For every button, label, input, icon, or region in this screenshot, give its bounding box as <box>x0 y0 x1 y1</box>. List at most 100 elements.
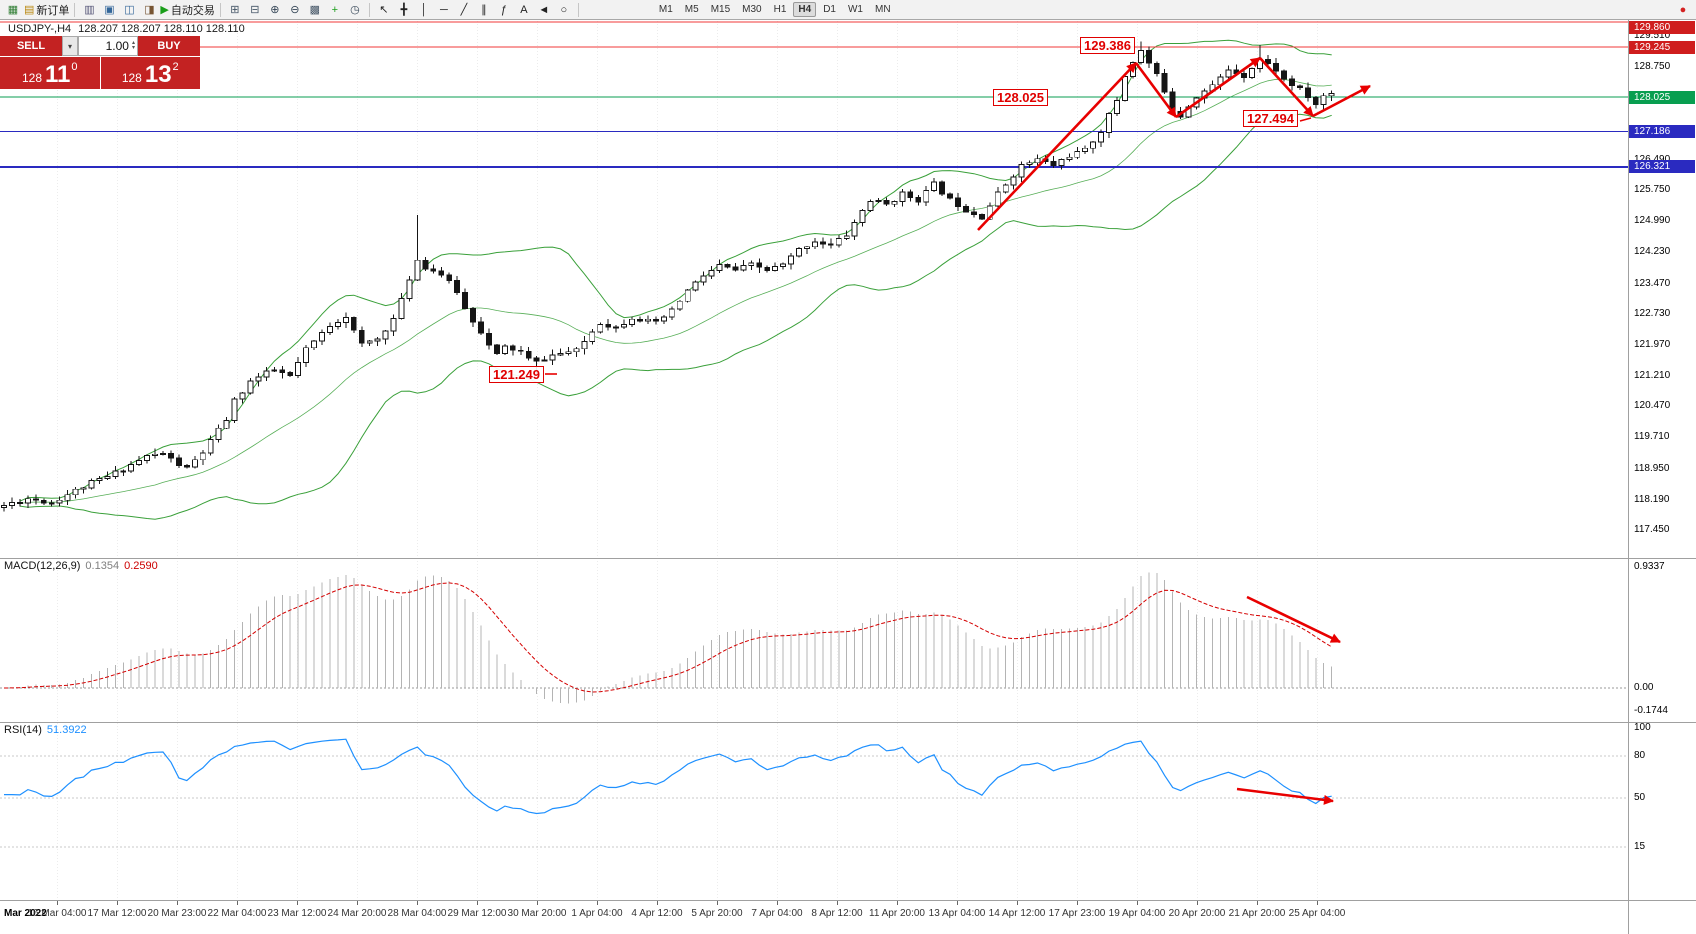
one-click-trading-panel: SELL ▾ 1.00 ▴ ▾ BUY 128 11 0 128 13 2 <box>0 36 200 89</box>
new-chart-icon[interactable]: ▦ <box>7 4 19 16</box>
grid-icon[interactable]: ▩ <box>309 4 321 16</box>
price-tick: 123.470 <box>1634 278 1671 289</box>
rsi-value: 51.3922 <box>46 724 87 736</box>
crosshair-icon[interactable]: ╋ <box>400 4 408 16</box>
macd-axis-value: 0.00 <box>1634 682 1654 693</box>
price-level-box: 127.186 <box>1629 125 1695 138</box>
trendline-icon[interactable]: ╱ <box>460 4 468 16</box>
vertical-line-icon[interactable]: │ <box>420 3 428 16</box>
time-label: 24 Mar 20:00 <box>327 908 387 919</box>
horizontal-lines[interactable] <box>0 21 1628 168</box>
price-tick: 126.490 <box>1634 154 1670 166</box>
rsi-levels <box>0 755 1628 848</box>
price-annotation[interactable]: 127.494 <box>1243 110 1298 127</box>
rsi-axis-value: 100 <box>1634 722 1651 733</box>
chart-header: USDJPY-,H4 128.207 128.207 128.110 128.11… <box>8 23 252 35</box>
bollinger-bands <box>19 39 1332 520</box>
gridlines <box>57 21 1318 900</box>
channel-icon[interactable]: ∥ <box>481 4 487 16</box>
time-label: 8 Apr 12:00 <box>811 908 863 919</box>
timeframe-w1[interactable]: W1 <box>847 4 863 15</box>
price-tick: 129.510 <box>1634 30 1671 41</box>
time-label: 20 Mar 23:00 <box>147 908 207 919</box>
time-label: 22 Mar 04:00 <box>207 908 267 919</box>
shapes-icon[interactable]: ○ <box>560 3 568 16</box>
tile-windows-icon[interactable]: ⊞ <box>230 4 240 16</box>
timeframe-m15[interactable]: M15 <box>710 4 731 15</box>
chart-symbol-period: USDJPY-,H4 <box>8 23 72 35</box>
sell-price-prefix: 128 <box>21 71 43 85</box>
buy-price-sup: 2 <box>172 61 179 73</box>
buy-price-big: 13 <box>144 61 172 88</box>
price-tick: 121.970 <box>1634 339 1671 350</box>
time-label: 28 Mar 04:00 <box>387 908 447 919</box>
indicators-icon[interactable]: + <box>331 3 339 16</box>
price-tick: 120.470 <box>1634 400 1671 411</box>
toolbar-separator <box>219 2 221 17</box>
profiles-icon[interactable]: ▥ <box>84 4 95 16</box>
price-tick: 125.750 <box>1634 184 1671 195</box>
price-tick: 118.950 <box>1634 463 1670 474</box>
volume-dropdown[interactable]: ▾ <box>62 36 78 56</box>
trend-arrows[interactable] <box>545 56 1371 805</box>
timeframe-m1[interactable]: M1 <box>658 4 673 15</box>
time-label: 19 Apr 04:00 <box>1108 908 1166 919</box>
timeframe-d1[interactable]: D1 <box>823 4 836 15</box>
zoom-in-icon[interactable]: ⊕ <box>270 4 280 16</box>
app-icon: ● <box>1679 3 1687 16</box>
price-level-box: 129.245 <box>1629 41 1695 54</box>
sell-price-button[interactable]: 128 11 0 <box>0 57 100 89</box>
time-label: 17 Apr 23:00 <box>1048 908 1106 919</box>
algo-trading-button[interactable]: ▶ 自动交易 <box>160 4 215 17</box>
time-ticks <box>57 901 1318 905</box>
price-tick: 119.710 <box>1634 431 1670 442</box>
toolbar-separator <box>74 2 76 17</box>
time-label: 14 Apr 12:00 <box>988 908 1046 919</box>
timeframe-m30[interactable]: M30 <box>742 4 762 15</box>
time-label: 25 Apr 04:00 <box>1288 908 1346 919</box>
cascade-windows-icon[interactable]: ⊟ <box>250 4 260 16</box>
macd-signal-line <box>3 582 1332 693</box>
timeframe-m5[interactable]: M5 <box>684 4 699 15</box>
text-icon[interactable]: A <box>520 3 528 16</box>
price-annotation[interactable]: 121.249 <box>489 366 544 383</box>
periods-icon[interactable]: ◷ <box>350 4 360 16</box>
toolbar: ▦ ▤ 新订单 ▥ ▣ ◫ ◨ ▶ 自动交易 ⊞ ⊟ ⊕ ⊖ ▩ + ◷ ↖ ╋ │ ─ ╱ ∥ ƒ A ◄ ○ M1 M5 M15 M3… <box>0 0 1696 20</box>
buy-button[interactable]: BUY <box>138 36 200 56</box>
timeframe-h4[interactable]: H4 <box>793 2 817 17</box>
timeframe-mn[interactable]: MN <box>874 4 891 15</box>
volume-input[interactable]: 1.00 ▴ ▾ <box>78 36 138 56</box>
sell-price-big: 11 <box>45 61 71 88</box>
zoom-out-icon[interactable]: ⊖ <box>290 4 300 16</box>
volume-stepper[interactable]: ▴ ▾ <box>131 40 135 51</box>
arrows-tool-icon[interactable]: ◄ <box>538 3 550 16</box>
time-label: 17 Mar 12:00 <box>87 908 147 919</box>
candles <box>1 41 1335 512</box>
price-annotation[interactable]: 129.386 <box>1080 37 1135 54</box>
time-axis[interactable]: Mar 2022 16 Mar 04:00 17 Mar 12:00 20 Mar 2… <box>0 901 1628 934</box>
time-label: 4 Apr 12:00 <box>631 908 683 919</box>
price-tick: 124.230 <box>1634 246 1671 257</box>
toolbar-separator <box>368 2 370 17</box>
time-label: 16 Mar 04:00 <box>27 908 87 919</box>
price-axis[interactable]: 129.510 128.750 126.490 125.750 124.990 124.2… <box>1629 0 1696 934</box>
navigator-icon[interactable]: ◨ <box>144 4 155 16</box>
buy-price-prefix: 128 <box>121 71 142 85</box>
charts-bar-icon[interactable]: ▣ <box>104 4 115 16</box>
fibonacci-icon[interactable]: ƒ <box>500 3 507 16</box>
market-watch-icon[interactable]: ◫ <box>124 4 135 16</box>
price-level-box: 126.321 <box>1629 160 1695 173</box>
rsi-arrow <box>1236 787 1334 805</box>
macd-indicator-label: MACD(12,26,9) 0.1354 0.2590 <box>4 560 163 572</box>
buy-price-button[interactable]: 128 13 2 <box>100 57 200 89</box>
macd-histogram <box>11 572 1333 704</box>
price-annotation[interactable]: 128.025 <box>993 89 1048 106</box>
new-order-button[interactable]: ▤ 新订单 <box>24 4 70 17</box>
price-tick: 121.210 <box>1634 370 1671 381</box>
horizontal-line-icon[interactable]: ─ <box>439 3 448 16</box>
timeframe-h1[interactable]: H1 <box>773 4 787 15</box>
sell-button[interactable]: SELL <box>0 36 62 56</box>
rsi-indicator-label: RSI(14) 51.3922 <box>4 724 92 736</box>
cursor-icon[interactable]: ↖ <box>379 4 389 16</box>
